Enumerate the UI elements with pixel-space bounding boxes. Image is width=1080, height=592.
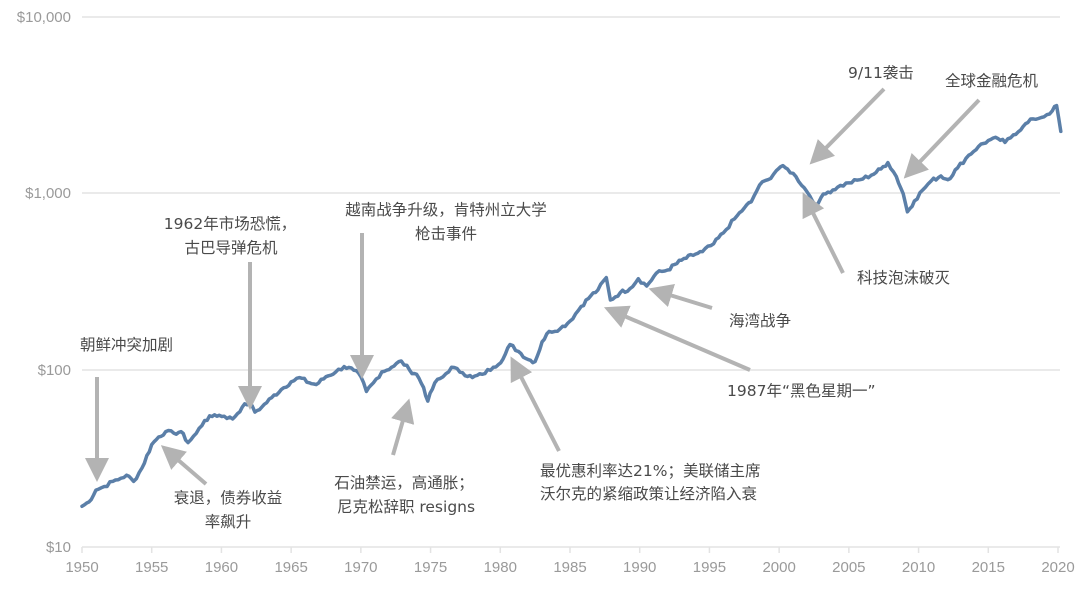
x-tick-label: 2020 — [1041, 559, 1074, 576]
annotation-tech-bubble: 科技泡沫破灭 — [857, 269, 951, 287]
x-tick-label: 1995 — [693, 559, 726, 576]
annotation-gfc: 全球金融危机 — [945, 72, 1039, 90]
arrow-recession — [160, 445, 208, 486]
annotation-korea: 朝鲜冲突加剧 — [80, 336, 173, 354]
x-tick-label: 1960 — [205, 559, 238, 576]
x-tick-label: 2000 — [762, 559, 795, 576]
annotation-oil-line2: 尼克松辞职 resigns — [337, 498, 475, 516]
y-axis: $10,000 $1,000 $100 $10 — [17, 9, 71, 556]
y-tick-label: $1,000 — [25, 185, 71, 202]
annotation-sept11: 9/11袭击 — [848, 64, 914, 82]
x-tick-label: 1975 — [414, 559, 447, 576]
x-tick-label: 1955 — [135, 559, 168, 576]
y-tick-label: $100 — [38, 362, 71, 379]
arrow-gulf-war — [648, 284, 713, 310]
x-tick-label: 1950 — [65, 559, 98, 576]
x-tick-label: 1985 — [553, 559, 586, 576]
x-tick-label: 1980 — [484, 559, 517, 576]
x-tick-label: 1990 — [623, 559, 656, 576]
annotation-arrows — [85, 87, 981, 486]
arrow-prime-rate — [510, 356, 561, 452]
annotation-vietnam-line1: 越南战争升级，肯特州立大学 — [345, 201, 547, 219]
annotation-1962-line2: 古巴导弹危机 — [184, 239, 278, 257]
arrow-sept11 — [809, 87, 886, 165]
annotation-prime-rate-line1: 最优惠利率达21%；美联储主席 — [540, 462, 760, 480]
x-tick-label: 2005 — [832, 559, 865, 576]
annotation-gulf-war: 海湾战争 — [729, 312, 791, 330]
y-tick-label: $10 — [46, 539, 71, 556]
annotations: 朝鲜冲突加剧 衰退，债券收益 率飙升 1962年市场恐慌， 古巴导弹危机 越南战… — [80, 64, 1039, 531]
arrow-tech-bubble — [802, 192, 845, 274]
gridlines — [82, 16, 1060, 548]
annotation-oil-line1: 石油禁运，高通胀； — [334, 474, 474, 492]
y-tick-label: $10,000 — [17, 9, 71, 26]
annotation-vietnam-line2: 枪击事件 — [415, 225, 477, 243]
annotation-1962-line1: 1962年市场恐慌， — [164, 215, 296, 233]
arrow-oil-embargo — [391, 398, 415, 456]
x-tick-label: 2010 — [902, 559, 935, 576]
x-tick-label: 1965 — [274, 559, 307, 576]
annotation-black-monday: 1987年“黑色星期一” — [727, 382, 876, 400]
arrow-black-monday — [603, 305, 751, 372]
annotation-recession-line2: 率飙升 — [205, 513, 252, 531]
annotation-prime-rate-line2: 沃尔克的紧缩政策让经济陷入衰 — [540, 485, 757, 503]
x-axis: 1950 1955 1960 1965 1970 1975 1980 1985 1990 1995… — [65, 547, 1075, 576]
x-tick-label: 1970 — [344, 559, 377, 576]
x-tick-label: 2015 — [972, 559, 1005, 576]
arrow-gfc — [903, 98, 981, 179]
annotation-recession-line1: 衰退，债券收益 — [174, 489, 283, 507]
